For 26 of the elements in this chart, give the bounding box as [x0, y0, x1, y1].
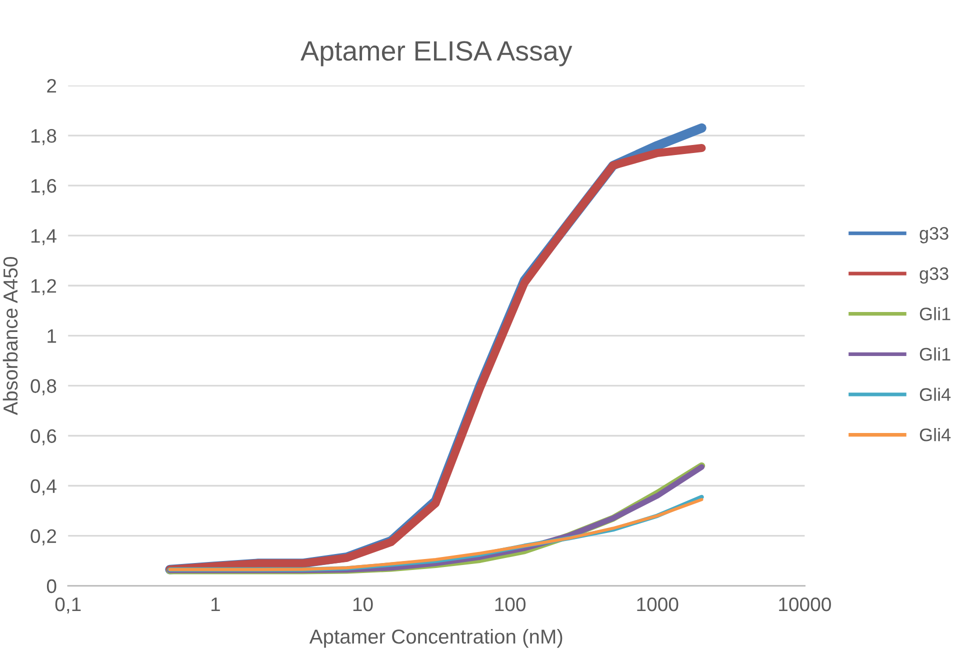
legend-label: g33 — [920, 226, 948, 244]
x-tick-label: 1000 — [637, 597, 678, 612]
y-tick-label: 0,4 — [30, 479, 56, 496]
y-axis-title: Absorbance A450 — [2, 256, 18, 416]
y-tick-label: 0,6 — [30, 429, 56, 446]
x-tick-label: 1 — [212, 598, 220, 612]
chart-title: Aptamer ELISA Assay — [300, 41, 572, 66]
x-tick-label: 0,1 — [55, 597, 81, 614]
y-tick-label: 0 — [46, 579, 56, 594]
y-tick-label: 1 — [48, 329, 56, 343]
y-tick-label: 0,2 — [30, 529, 56, 546]
legend-label: Gli1 — [920, 307, 950, 320]
y-tick-label: 2 — [47, 78, 56, 93]
x-tick-label: 100 — [495, 597, 526, 612]
x-tick-label: 10 — [353, 597, 373, 612]
legend-label: Gli4 — [920, 388, 951, 401]
legend-label: g33 — [920, 267, 948, 284]
y-tick-label: 1,4 — [31, 229, 56, 246]
legend-label: Gli4 — [920, 428, 951, 442]
x-axis-title: Aptamer Concentration (nM) — [309, 628, 562, 648]
y-tick-label: 0,8 — [30, 379, 56, 396]
legend-label: Gli1 — [920, 347, 950, 361]
y-tick-label: 1,8 — [31, 129, 56, 146]
y-tick-label: 1,2 — [31, 279, 56, 296]
x-tick-label: 10000 — [779, 597, 831, 612]
y-tick-label: 1,6 — [31, 179, 56, 196]
